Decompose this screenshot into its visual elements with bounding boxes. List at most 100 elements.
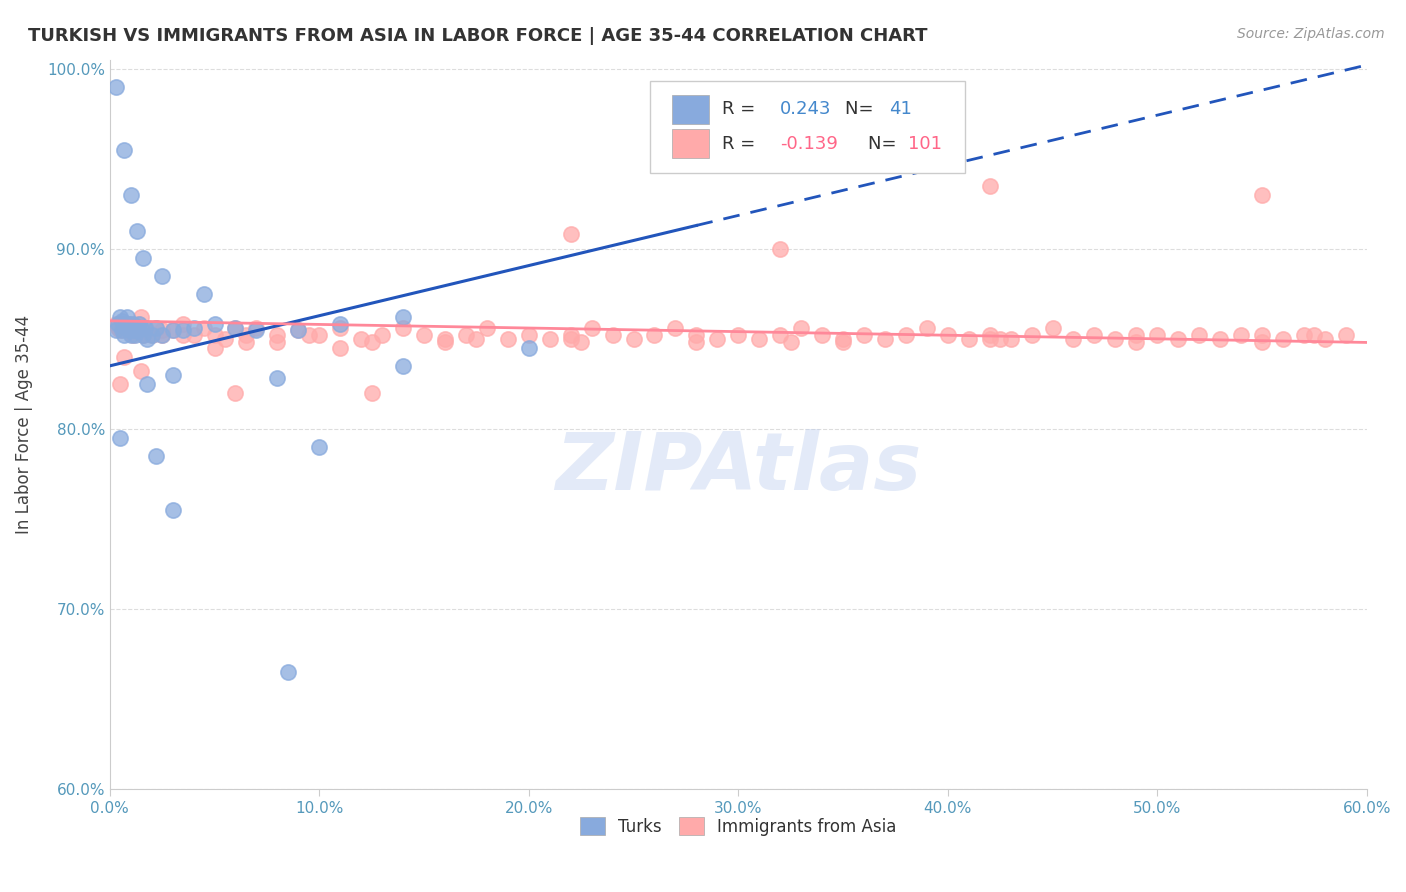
Text: -0.139: -0.139 <box>780 135 838 153</box>
Point <box>1188 328 1211 343</box>
Point <box>360 385 382 400</box>
Point <box>129 310 152 325</box>
Text: N=: N= <box>868 135 903 153</box>
Point <box>111 314 134 328</box>
Point <box>1313 332 1336 346</box>
Point <box>134 321 156 335</box>
Point <box>517 328 540 343</box>
Point <box>1083 328 1105 343</box>
Point <box>308 440 330 454</box>
Point <box>832 335 855 350</box>
Point <box>1251 335 1274 350</box>
Point <box>105 318 128 332</box>
Point <box>204 318 226 332</box>
Text: N=: N= <box>845 100 879 119</box>
Point <box>727 328 749 343</box>
Point <box>134 321 156 335</box>
Point <box>1146 328 1168 343</box>
Point <box>475 321 498 335</box>
Point <box>581 321 603 335</box>
Point <box>685 335 707 350</box>
Point <box>979 328 1001 343</box>
Point <box>111 323 134 337</box>
Point <box>145 321 167 335</box>
Point <box>329 321 352 335</box>
Point <box>1303 328 1326 343</box>
Point <box>1251 187 1274 202</box>
Point <box>121 318 143 332</box>
Point <box>988 332 1011 346</box>
Point <box>162 323 184 337</box>
Point <box>120 321 142 335</box>
Point <box>266 335 288 350</box>
Point <box>110 376 132 391</box>
Point <box>132 251 155 265</box>
Point <box>172 328 194 343</box>
Text: Source: ZipAtlas.com: Source: ZipAtlas.com <box>1237 27 1385 41</box>
Point <box>235 328 257 343</box>
Point <box>560 227 582 242</box>
Point <box>204 328 226 343</box>
Point <box>136 376 159 391</box>
Point <box>852 328 875 343</box>
Point <box>569 335 592 350</box>
Y-axis label: In Labor Force | Age 35-44: In Labor Force | Age 35-44 <box>15 315 32 534</box>
Point <box>371 328 394 343</box>
Point <box>115 321 138 335</box>
Point <box>979 332 1001 346</box>
Point <box>1062 332 1084 346</box>
Point <box>162 503 184 517</box>
Text: 41: 41 <box>889 100 912 119</box>
Point <box>832 332 855 346</box>
Point <box>873 332 896 346</box>
Point <box>1042 321 1064 335</box>
Point <box>538 332 561 346</box>
Point <box>517 341 540 355</box>
Point <box>172 323 194 337</box>
Point <box>245 321 267 335</box>
Point <box>329 318 352 332</box>
Point <box>128 318 150 332</box>
Point <box>193 286 215 301</box>
Point <box>112 321 135 335</box>
Point <box>112 318 135 332</box>
Point <box>115 323 138 337</box>
Text: R =: R = <box>721 100 761 119</box>
Point <box>145 321 167 335</box>
Point <box>266 328 288 343</box>
Point <box>915 321 938 335</box>
Text: 101: 101 <box>908 135 942 153</box>
Point <box>245 323 267 337</box>
Point <box>124 321 146 335</box>
Point <box>115 310 138 325</box>
Point <box>790 321 813 335</box>
Text: TURKISH VS IMMIGRANTS FROM ASIA IN LABOR FORCE | AGE 35-44 CORRELATION CHART: TURKISH VS IMMIGRANTS FROM ASIA IN LABOR… <box>28 27 928 45</box>
Point <box>287 323 309 337</box>
Point <box>172 318 194 332</box>
Point <box>162 368 184 382</box>
Point <box>128 318 150 332</box>
Point <box>1292 328 1315 343</box>
Point <box>1125 328 1147 343</box>
Point <box>496 332 519 346</box>
Point <box>125 224 148 238</box>
Point <box>214 332 236 346</box>
Point <box>107 321 129 335</box>
Point <box>125 323 148 337</box>
Point <box>120 321 142 335</box>
Point <box>105 323 128 337</box>
Point <box>112 350 135 364</box>
FancyBboxPatch shape <box>672 129 710 158</box>
Point <box>454 328 477 343</box>
Point <box>706 332 728 346</box>
Point <box>110 310 132 325</box>
Point <box>141 328 163 343</box>
Point <box>110 431 132 445</box>
FancyBboxPatch shape <box>650 81 965 173</box>
Point <box>120 328 142 343</box>
Point <box>150 328 173 343</box>
Point <box>124 321 146 335</box>
Point <box>136 332 159 346</box>
Text: R =: R = <box>721 135 761 153</box>
Point <box>107 318 129 332</box>
